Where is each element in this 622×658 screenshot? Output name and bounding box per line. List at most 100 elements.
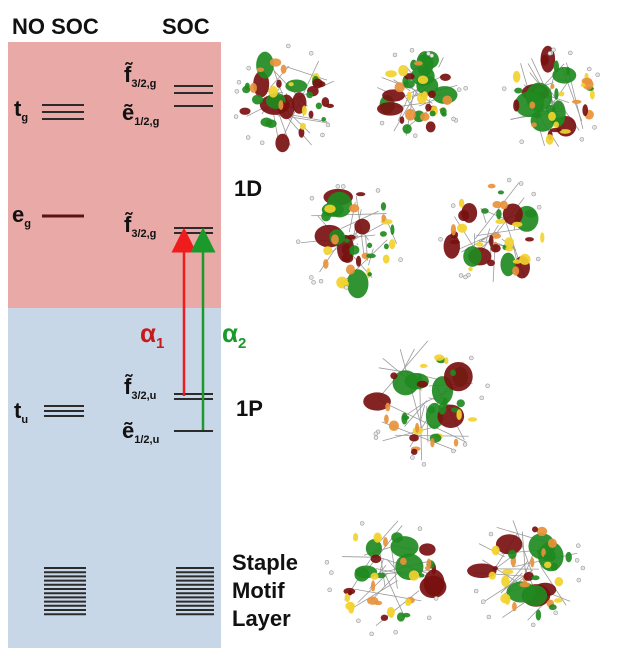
orbital-lobe bbox=[552, 66, 577, 84]
orbital-lobe bbox=[554, 576, 564, 587]
hydrogen-atom bbox=[551, 47, 556, 53]
hydrogen-atom bbox=[393, 629, 398, 635]
orbital-lobe bbox=[444, 357, 449, 365]
orbital-lobe bbox=[589, 89, 595, 100]
orbital-lobe bbox=[405, 598, 412, 606]
orbital-lobe bbox=[497, 190, 504, 195]
orbital-lobe bbox=[496, 209, 502, 220]
orbital-lobe bbox=[419, 573, 425, 578]
orbital-lobe bbox=[565, 66, 571, 76]
label-alpha2: α2 bbox=[222, 318, 247, 352]
hydrogen-atom bbox=[463, 274, 468, 280]
bond-line bbox=[378, 399, 467, 443]
hydrogen-atom bbox=[485, 383, 490, 389]
orbital-lobe bbox=[374, 600, 383, 606]
hydrogen-atom bbox=[412, 133, 418, 138]
hydrogen-atom bbox=[259, 140, 265, 146]
orbital-lobe bbox=[549, 128, 562, 133]
hydrogen-atom bbox=[574, 558, 580, 563]
hydrogen-atom bbox=[576, 577, 582, 583]
orbital-lobe bbox=[531, 575, 540, 581]
tu-level-lines bbox=[44, 405, 84, 417]
orbital-lobe bbox=[450, 224, 457, 236]
label-1p: 1P bbox=[236, 396, 263, 421]
orbital-lobe bbox=[370, 572, 379, 580]
staple-levels-right bbox=[176, 567, 214, 616]
orbital-renderings bbox=[233, 43, 600, 637]
hydrogen-atom bbox=[547, 51, 553, 56]
orbital-lobe bbox=[377, 102, 404, 116]
orbital-lobe bbox=[467, 417, 478, 422]
orbital-lobe bbox=[514, 91, 545, 118]
orbital-cluster bbox=[324, 520, 447, 637]
orbital-lobe bbox=[559, 129, 571, 134]
orbital-lobe bbox=[385, 402, 391, 412]
hydrogen-atom bbox=[568, 50, 573, 56]
hydrogen-atom bbox=[369, 631, 374, 637]
hydrogen-atom bbox=[462, 442, 468, 447]
hydrogen-atom bbox=[456, 87, 462, 92]
orbital-lobe bbox=[403, 80, 415, 89]
orbital-lobe bbox=[385, 70, 397, 78]
bond-line bbox=[378, 558, 384, 575]
label-f32u: f̃3/2,u bbox=[124, 374, 157, 402]
orbital-lobe bbox=[249, 82, 257, 93]
orbital-lobe bbox=[367, 272, 373, 277]
orbital-lobe bbox=[463, 246, 482, 267]
hydrogen-atom bbox=[246, 65, 251, 71]
hydrogen-atom bbox=[426, 615, 432, 621]
orbital-lobe bbox=[346, 234, 356, 240]
orbital-lobe bbox=[536, 526, 548, 537]
orbital-lobe bbox=[418, 54, 430, 61]
orbital-lobe bbox=[419, 575, 447, 599]
bond-line bbox=[369, 571, 400, 602]
bond-line bbox=[325, 220, 389, 256]
label-f32g-upper: f̃3/2,g bbox=[124, 62, 157, 90]
orbital-lobe bbox=[544, 561, 552, 569]
orbital-lobe bbox=[481, 208, 489, 214]
bond-line bbox=[385, 575, 406, 618]
label-f32g-lower: f̃3/2,g bbox=[124, 212, 157, 240]
orbital-lobe bbox=[475, 242, 484, 247]
hydrogen-atom bbox=[530, 622, 536, 628]
orbital-lobe bbox=[384, 414, 389, 424]
orbital-cluster bbox=[363, 340, 490, 467]
orbital-lobe bbox=[390, 372, 398, 380]
hydrogen-atom bbox=[398, 257, 403, 262]
hydrogen-atom bbox=[320, 132, 325, 138]
bond-line bbox=[342, 556, 377, 558]
f32u-lines bbox=[174, 393, 213, 400]
orbital-lobe bbox=[501, 575, 510, 587]
hydrogen-atom bbox=[579, 137, 585, 142]
orbital-lobe bbox=[275, 133, 290, 153]
orbital-lobe bbox=[276, 79, 282, 88]
orbital-lobe bbox=[370, 580, 376, 592]
orbital-lobe bbox=[519, 253, 531, 265]
orbital-lobe bbox=[321, 117, 327, 122]
orbital-lobe bbox=[547, 538, 557, 548]
orbital-lobe bbox=[553, 598, 563, 603]
orbital-lobe bbox=[341, 243, 351, 255]
orbital-lobe bbox=[399, 116, 405, 124]
orbital-lobe bbox=[419, 543, 436, 556]
orbital-lobe bbox=[512, 70, 521, 83]
label-tg: tg bbox=[14, 96, 29, 124]
hydrogen-atom bbox=[308, 51, 314, 56]
orbital-cluster bbox=[501, 45, 600, 147]
orbital-lobe bbox=[375, 535, 381, 542]
hydrogen-atom bbox=[426, 51, 431, 56]
hydrogen-atom bbox=[463, 85, 468, 91]
hydrogen-atom bbox=[340, 184, 346, 189]
orbital-lobe bbox=[453, 438, 459, 447]
orbital-lobe bbox=[443, 234, 461, 259]
label-alpha1: α1 bbox=[140, 318, 165, 352]
bond-line bbox=[500, 572, 523, 594]
orbital-lobe bbox=[348, 204, 360, 213]
orbital-lobe bbox=[553, 121, 559, 129]
hydrogen-atom bbox=[486, 614, 492, 620]
orbital-lobe bbox=[391, 532, 403, 543]
bond-line bbox=[521, 531, 527, 577]
orbital-lobe bbox=[529, 101, 536, 109]
orbital-lobe bbox=[502, 203, 523, 226]
